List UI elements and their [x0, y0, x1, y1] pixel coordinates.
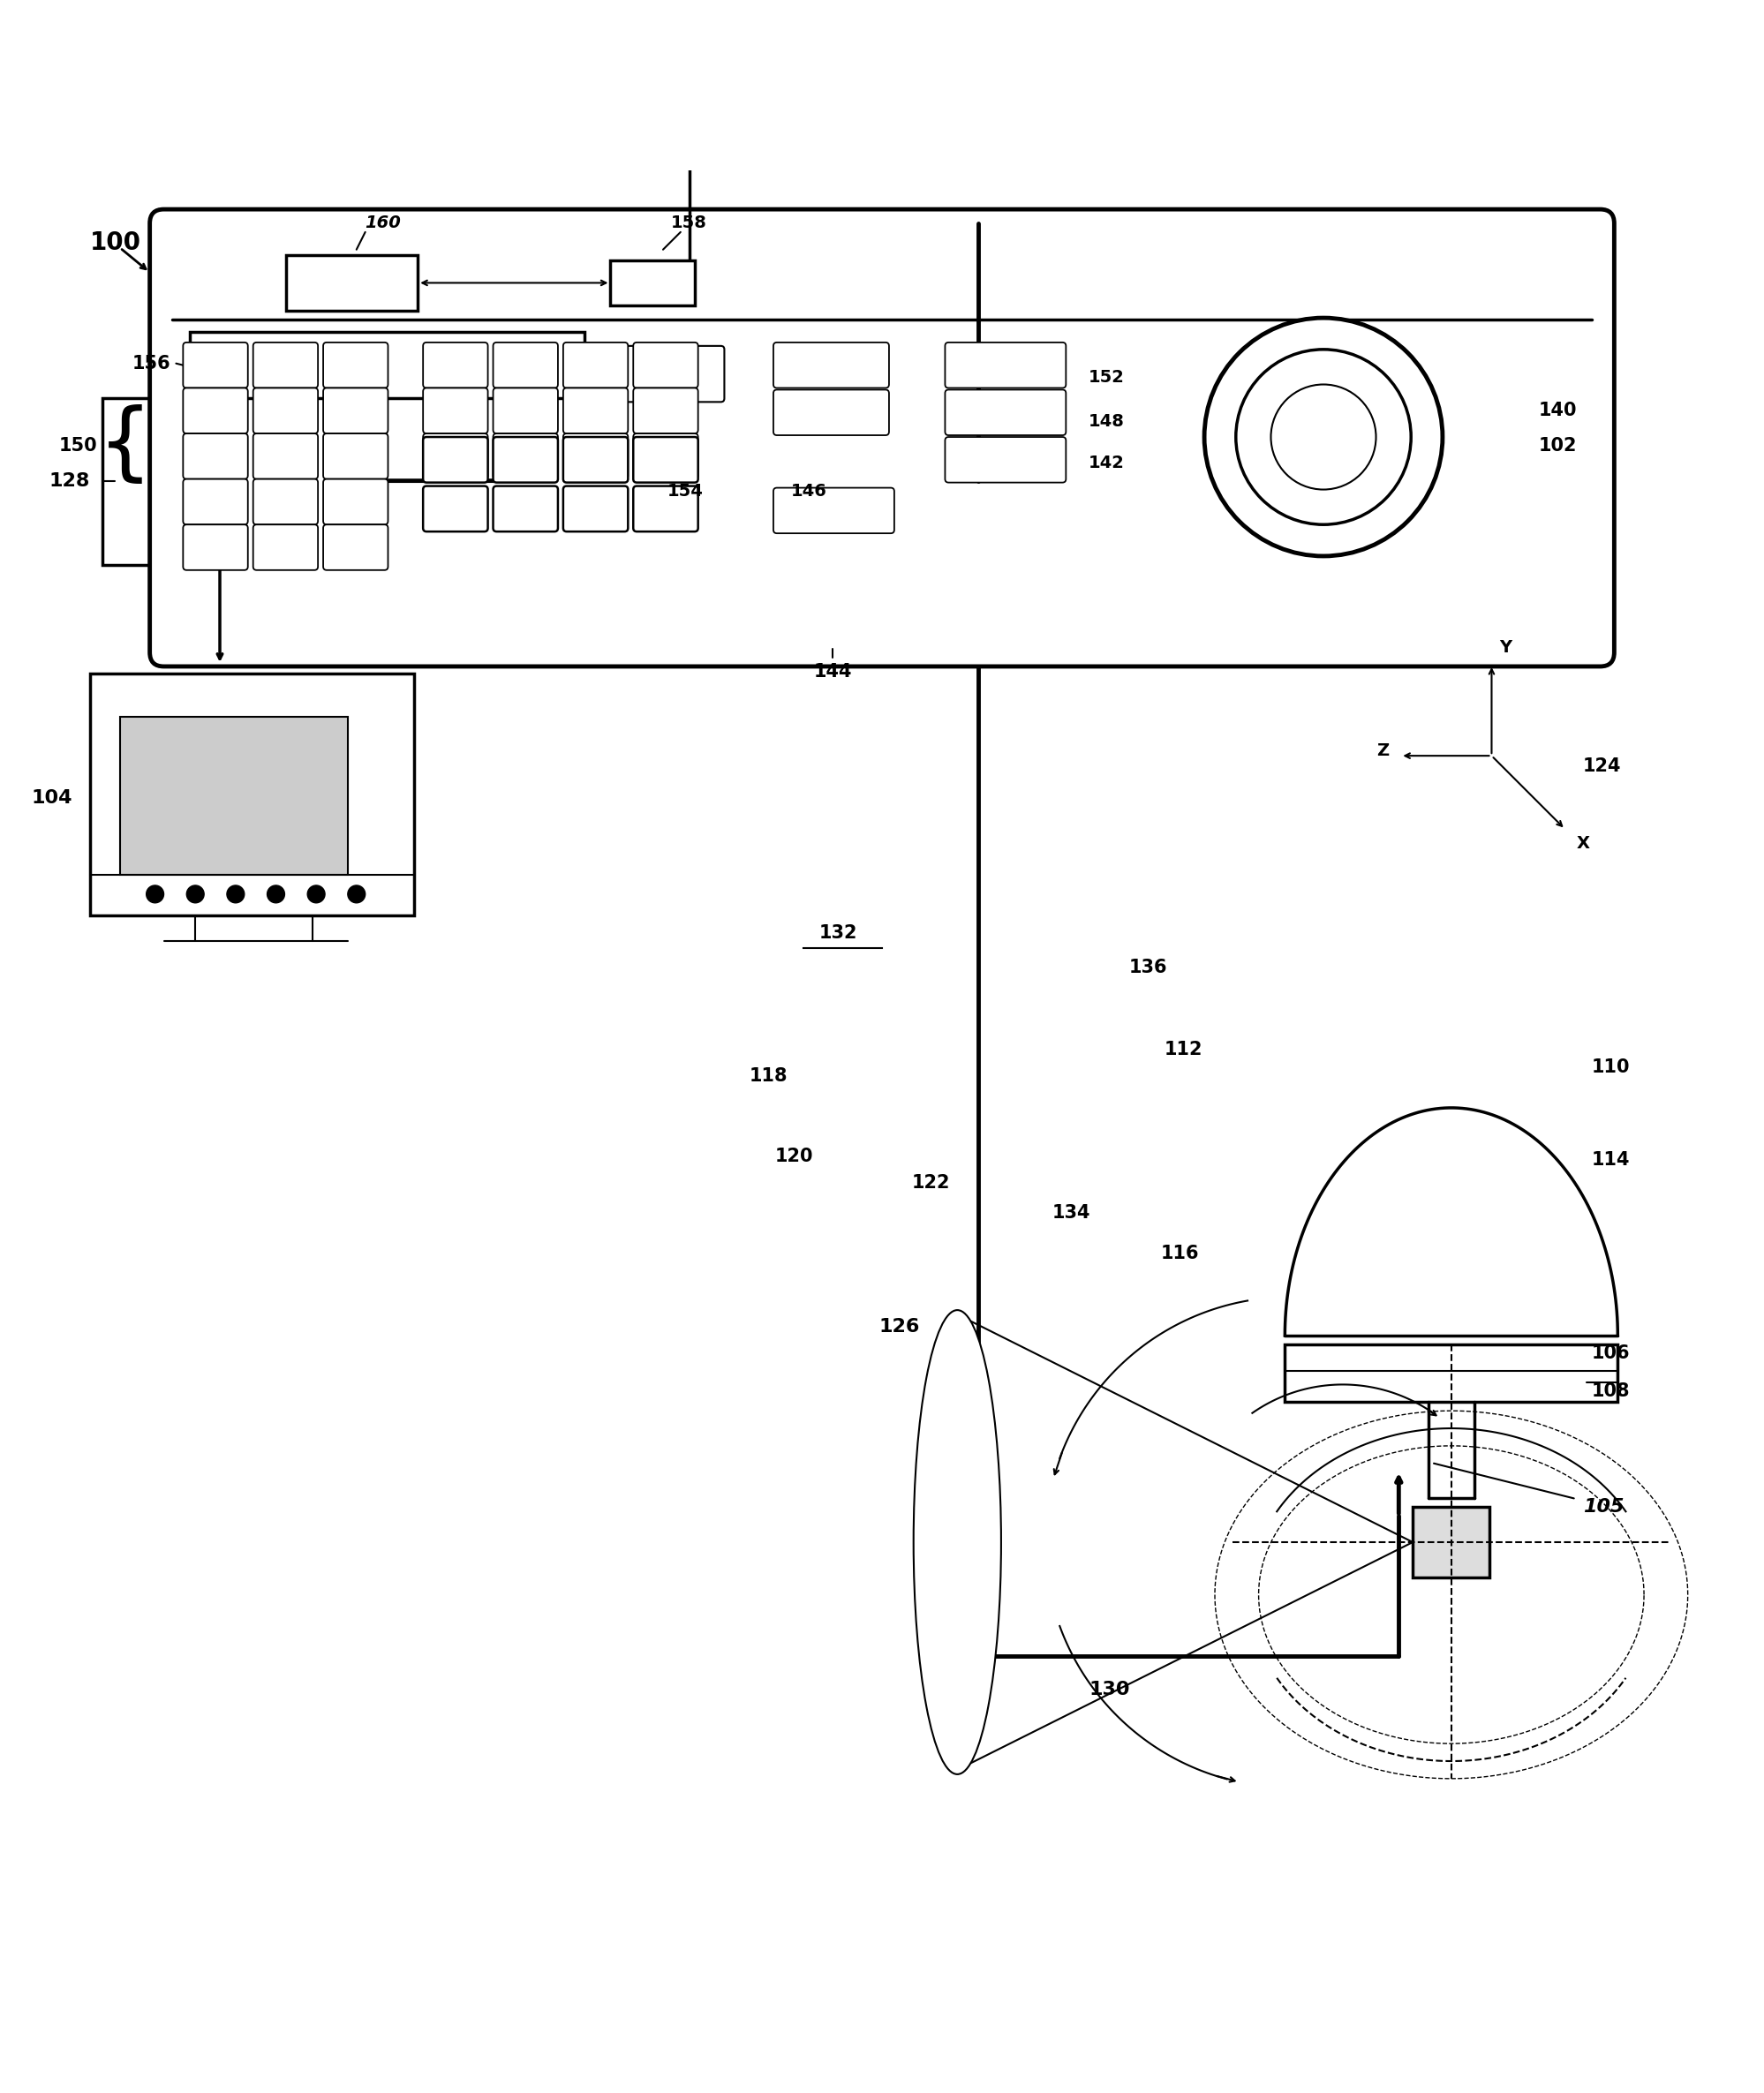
- FancyBboxPatch shape: [494, 343, 557, 387]
- Text: 124: 124: [1582, 758, 1621, 774]
- FancyBboxPatch shape: [494, 437, 557, 483]
- FancyBboxPatch shape: [323, 387, 388, 433]
- FancyBboxPatch shape: [494, 433, 557, 479]
- FancyBboxPatch shape: [323, 479, 388, 525]
- FancyBboxPatch shape: [191, 333, 584, 398]
- FancyBboxPatch shape: [773, 488, 894, 534]
- Text: 140: 140: [1538, 402, 1577, 419]
- Text: 128: 128: [49, 471, 90, 490]
- FancyBboxPatch shape: [563, 387, 628, 433]
- FancyBboxPatch shape: [252, 343, 318, 387]
- FancyBboxPatch shape: [1284, 1344, 1618, 1402]
- FancyBboxPatch shape: [633, 437, 699, 483]
- FancyBboxPatch shape: [183, 525, 249, 569]
- Text: 114: 114: [1591, 1151, 1630, 1170]
- FancyBboxPatch shape: [120, 718, 348, 875]
- FancyBboxPatch shape: [150, 209, 1614, 666]
- FancyBboxPatch shape: [252, 479, 318, 525]
- Circle shape: [266, 885, 284, 902]
- Ellipse shape: [914, 1310, 1002, 1775]
- Text: {: {: [99, 404, 152, 488]
- Text: 142: 142: [1088, 454, 1125, 471]
- Text: 122: 122: [912, 1174, 951, 1191]
- FancyBboxPatch shape: [494, 387, 557, 433]
- FancyBboxPatch shape: [423, 437, 489, 483]
- Text: 160: 160: [365, 216, 400, 232]
- Text: 105: 105: [1582, 1499, 1623, 1515]
- FancyBboxPatch shape: [494, 486, 557, 532]
- Text: 148: 148: [1088, 412, 1125, 429]
- FancyBboxPatch shape: [423, 486, 489, 532]
- Text: 146: 146: [790, 483, 827, 500]
- FancyBboxPatch shape: [1413, 1507, 1491, 1578]
- FancyBboxPatch shape: [633, 343, 699, 387]
- FancyBboxPatch shape: [672, 345, 725, 402]
- Text: 104: 104: [32, 789, 72, 806]
- FancyBboxPatch shape: [773, 343, 889, 387]
- FancyBboxPatch shape: [252, 387, 318, 433]
- FancyBboxPatch shape: [563, 343, 628, 387]
- Text: 156: 156: [132, 354, 171, 373]
- Text: 152: 152: [1088, 368, 1125, 385]
- Text: 106: 106: [1591, 1344, 1630, 1363]
- Text: 118: 118: [750, 1067, 787, 1084]
- FancyBboxPatch shape: [323, 433, 388, 479]
- FancyBboxPatch shape: [946, 437, 1065, 483]
- Text: 108: 108: [1591, 1383, 1630, 1400]
- FancyBboxPatch shape: [423, 433, 489, 479]
- Text: 144: 144: [813, 663, 852, 680]
- Circle shape: [1270, 385, 1376, 490]
- Text: Y: Y: [1499, 638, 1512, 655]
- Circle shape: [1237, 350, 1411, 525]
- FancyBboxPatch shape: [633, 433, 699, 479]
- Circle shape: [146, 885, 164, 902]
- FancyBboxPatch shape: [946, 343, 1065, 387]
- FancyBboxPatch shape: [423, 387, 489, 433]
- Text: 158: 158: [672, 216, 707, 232]
- FancyBboxPatch shape: [252, 525, 318, 569]
- Text: 116: 116: [1161, 1245, 1200, 1262]
- Text: 130: 130: [1088, 1681, 1131, 1697]
- Text: 126: 126: [878, 1319, 921, 1335]
- Text: 102: 102: [1538, 437, 1577, 454]
- FancyBboxPatch shape: [633, 486, 699, 532]
- Text: Z: Z: [1376, 743, 1390, 760]
- FancyBboxPatch shape: [423, 343, 489, 387]
- Text: 136: 136: [1129, 959, 1168, 977]
- FancyBboxPatch shape: [183, 343, 249, 387]
- Text: 132: 132: [818, 923, 857, 942]
- FancyBboxPatch shape: [323, 343, 388, 387]
- FancyBboxPatch shape: [563, 486, 628, 532]
- FancyBboxPatch shape: [563, 437, 628, 483]
- FancyBboxPatch shape: [610, 260, 695, 306]
- Text: 150: 150: [58, 437, 97, 454]
- FancyBboxPatch shape: [946, 389, 1065, 435]
- Text: X: X: [1575, 835, 1589, 852]
- Circle shape: [187, 885, 205, 902]
- FancyBboxPatch shape: [773, 389, 889, 435]
- FancyBboxPatch shape: [183, 387, 249, 433]
- FancyBboxPatch shape: [102, 398, 339, 565]
- FancyBboxPatch shape: [90, 674, 415, 915]
- Text: 154: 154: [667, 483, 704, 500]
- Text: 120: 120: [774, 1149, 813, 1166]
- Text: 134: 134: [1051, 1203, 1090, 1222]
- Circle shape: [1205, 318, 1443, 557]
- Circle shape: [307, 885, 325, 902]
- Text: 100: 100: [90, 230, 141, 255]
- Circle shape: [348, 885, 365, 902]
- FancyBboxPatch shape: [183, 479, 249, 525]
- FancyBboxPatch shape: [183, 433, 249, 479]
- FancyBboxPatch shape: [563, 433, 628, 479]
- Circle shape: [228, 885, 245, 902]
- FancyBboxPatch shape: [252, 433, 318, 479]
- FancyBboxPatch shape: [633, 387, 699, 433]
- Text: 112: 112: [1164, 1040, 1203, 1059]
- Text: 110: 110: [1591, 1059, 1630, 1076]
- FancyBboxPatch shape: [286, 255, 418, 312]
- FancyBboxPatch shape: [616, 345, 669, 402]
- FancyBboxPatch shape: [323, 525, 388, 569]
